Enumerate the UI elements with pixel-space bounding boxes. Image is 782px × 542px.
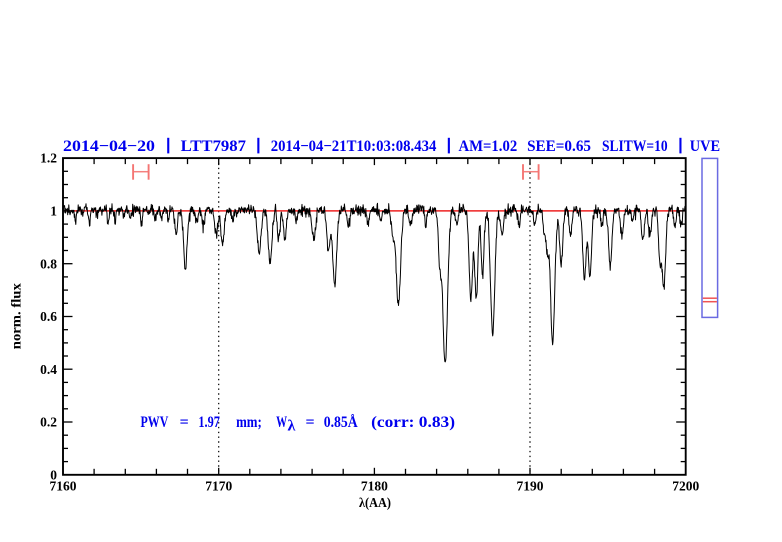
- svg-text:1.97: 1.97: [198, 414, 220, 431]
- svg-text:SLITW=10: SLITW=10: [602, 138, 668, 155]
- svg-text:0.8: 0.8: [40, 256, 57, 271]
- svg-text:UVE: UVE: [690, 138, 720, 155]
- svg-text:(corr: 0.83): (corr: 0.83): [371, 414, 455, 431]
- svg-text:0.2: 0.2: [40, 415, 57, 430]
- svg-text:0.85Å: 0.85Å: [324, 413, 358, 431]
- svg-text:1.2: 1.2: [40, 151, 57, 166]
- svg-text:1: 1: [50, 204, 57, 219]
- svg-text:2014−04−21T10:03:08.434: 2014−04−21T10:03:08.434: [271, 138, 437, 155]
- svg-text:SEE=0.65: SEE=0.65: [527, 138, 591, 155]
- svg-text:0.4: 0.4: [40, 362, 57, 377]
- svg-text:norm. flux: norm. flux: [9, 283, 24, 349]
- svg-text:=: =: [180, 414, 189, 431]
- svg-text:=: =: [306, 414, 315, 431]
- svg-text:0: 0: [50, 467, 57, 482]
- svg-text:λ(AA): λ(AA): [359, 495, 391, 510]
- svg-text:7200: 7200: [672, 479, 699, 494]
- svg-text:7180: 7180: [361, 479, 388, 494]
- svg-text:0.6: 0.6: [40, 309, 57, 324]
- svg-text:mm;: mm;: [236, 414, 262, 431]
- svg-text:7190: 7190: [517, 479, 544, 494]
- svg-text:2014−04−20: 2014−04−20: [63, 138, 155, 155]
- svg-text:λ: λ: [288, 418, 296, 435]
- svg-text:LTT7987: LTT7987: [181, 138, 246, 155]
- svg-text:7160: 7160: [50, 479, 77, 494]
- svg-text:7170: 7170: [205, 479, 232, 494]
- svg-text:PWV: PWV: [141, 414, 169, 431]
- svg-text:AM=1.02: AM=1.02: [459, 138, 518, 155]
- svg-text:W: W: [276, 414, 287, 431]
